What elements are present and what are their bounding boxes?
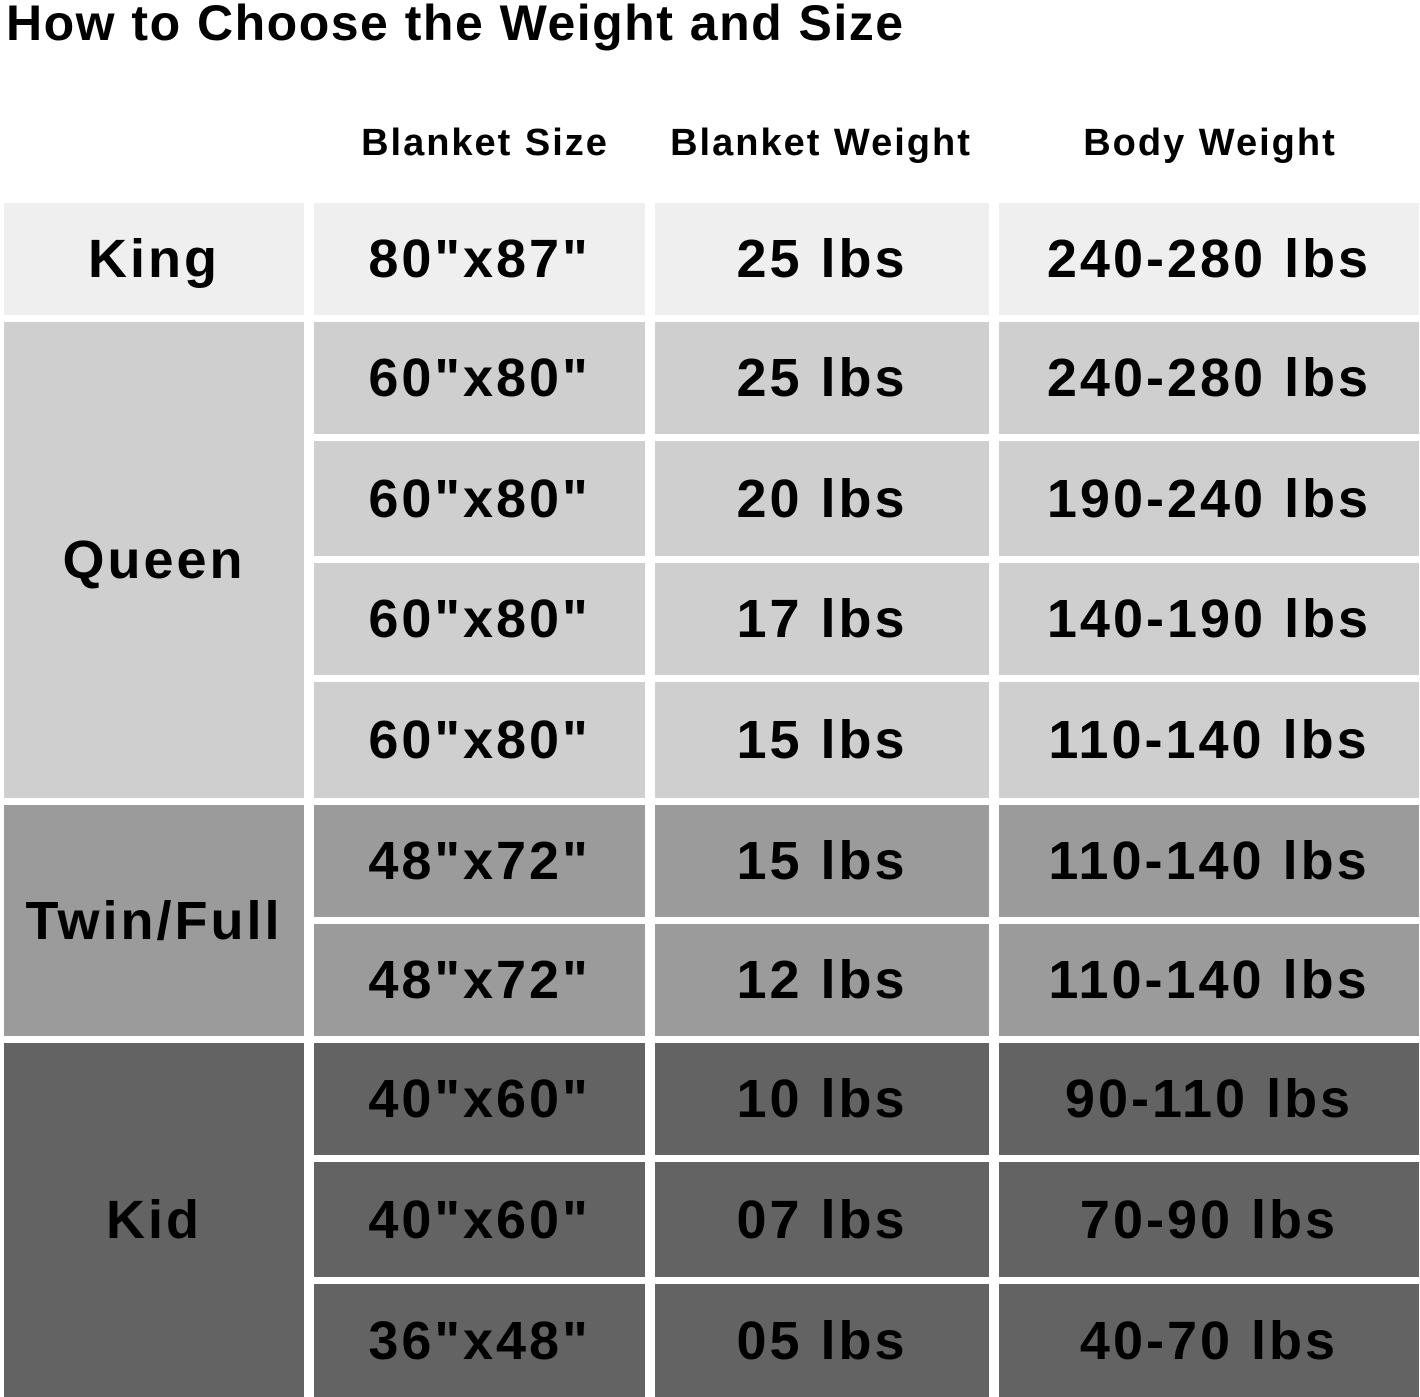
blanket-weight-cell: 05 lbs: [655, 1284, 989, 1397]
blanket-weight-cell: 25 lbs: [655, 322, 989, 434]
body-weight-cell: 190-240 lbs: [999, 441, 1419, 556]
body-weight-cell: 110-140 lbs: [999, 682, 1419, 798]
blanket-weight-cell: 07 lbs: [655, 1162, 989, 1277]
blanket-weight-cell: 17 lbs: [655, 563, 989, 675]
header-blanket-size: Blanket Size: [361, 122, 609, 164]
blanket-weight-cell: 12 lbs: [655, 924, 989, 1036]
category-twin-full: Twin/Full: [4, 805, 304, 1036]
blanket-size-cell: 36"x48": [314, 1284, 645, 1397]
page-title: How to Choose the Weight and Size: [6, 0, 905, 51]
blanket-size-cell: 60"x80": [314, 322, 645, 434]
body-weight-cell: 240-280 lbs: [999, 322, 1419, 434]
body-weight-cell: 240-280 lbs: [999, 203, 1419, 315]
category-king: King: [4, 203, 304, 315]
blanket-size-cell: 60"x80": [314, 682, 645, 798]
body-weight-cell: 90-110 lbs: [999, 1043, 1419, 1155]
blanket-size-cell: 40"x60": [314, 1162, 645, 1277]
body-weight-cell: 140-190 lbs: [999, 563, 1419, 675]
body-weight-cell: 70-90 lbs: [999, 1162, 1419, 1277]
blanket-size-cell: 48"x72": [314, 805, 645, 917]
blanket-size-cell: 80"x87": [314, 203, 645, 315]
body-weight-cell: 110-140 lbs: [999, 805, 1419, 917]
blanket-weight-cell: 15 lbs: [655, 805, 989, 917]
category-kid: Kid: [4, 1043, 304, 1397]
blanket-weight-cell: 25 lbs: [655, 203, 989, 315]
size-table: King Queen Twin/Full Kid 80"x87" 25 lbs 24…: [4, 203, 1419, 1397]
blanket-size-cell: 60"x80": [314, 441, 645, 556]
header-body-weight: Body Weight: [1083, 122, 1337, 164]
blanket-size-cell: 40"x60": [314, 1043, 645, 1155]
category-queen: Queen: [4, 322, 304, 798]
body-weight-cell: 40-70 lbs: [999, 1284, 1419, 1397]
blanket-size-cell: 60"x80": [314, 563, 645, 675]
header-blanket-weight: Blanket Weight: [670, 122, 972, 164]
blanket-weight-cell: 20 lbs: [655, 441, 989, 556]
blanket-weight-cell: 15 lbs: [655, 682, 989, 798]
blanket-size-cell: 48"x72": [314, 924, 645, 1036]
body-weight-cell: 110-140 lbs: [999, 924, 1419, 1036]
blanket-weight-cell: 10 lbs: [655, 1043, 989, 1155]
